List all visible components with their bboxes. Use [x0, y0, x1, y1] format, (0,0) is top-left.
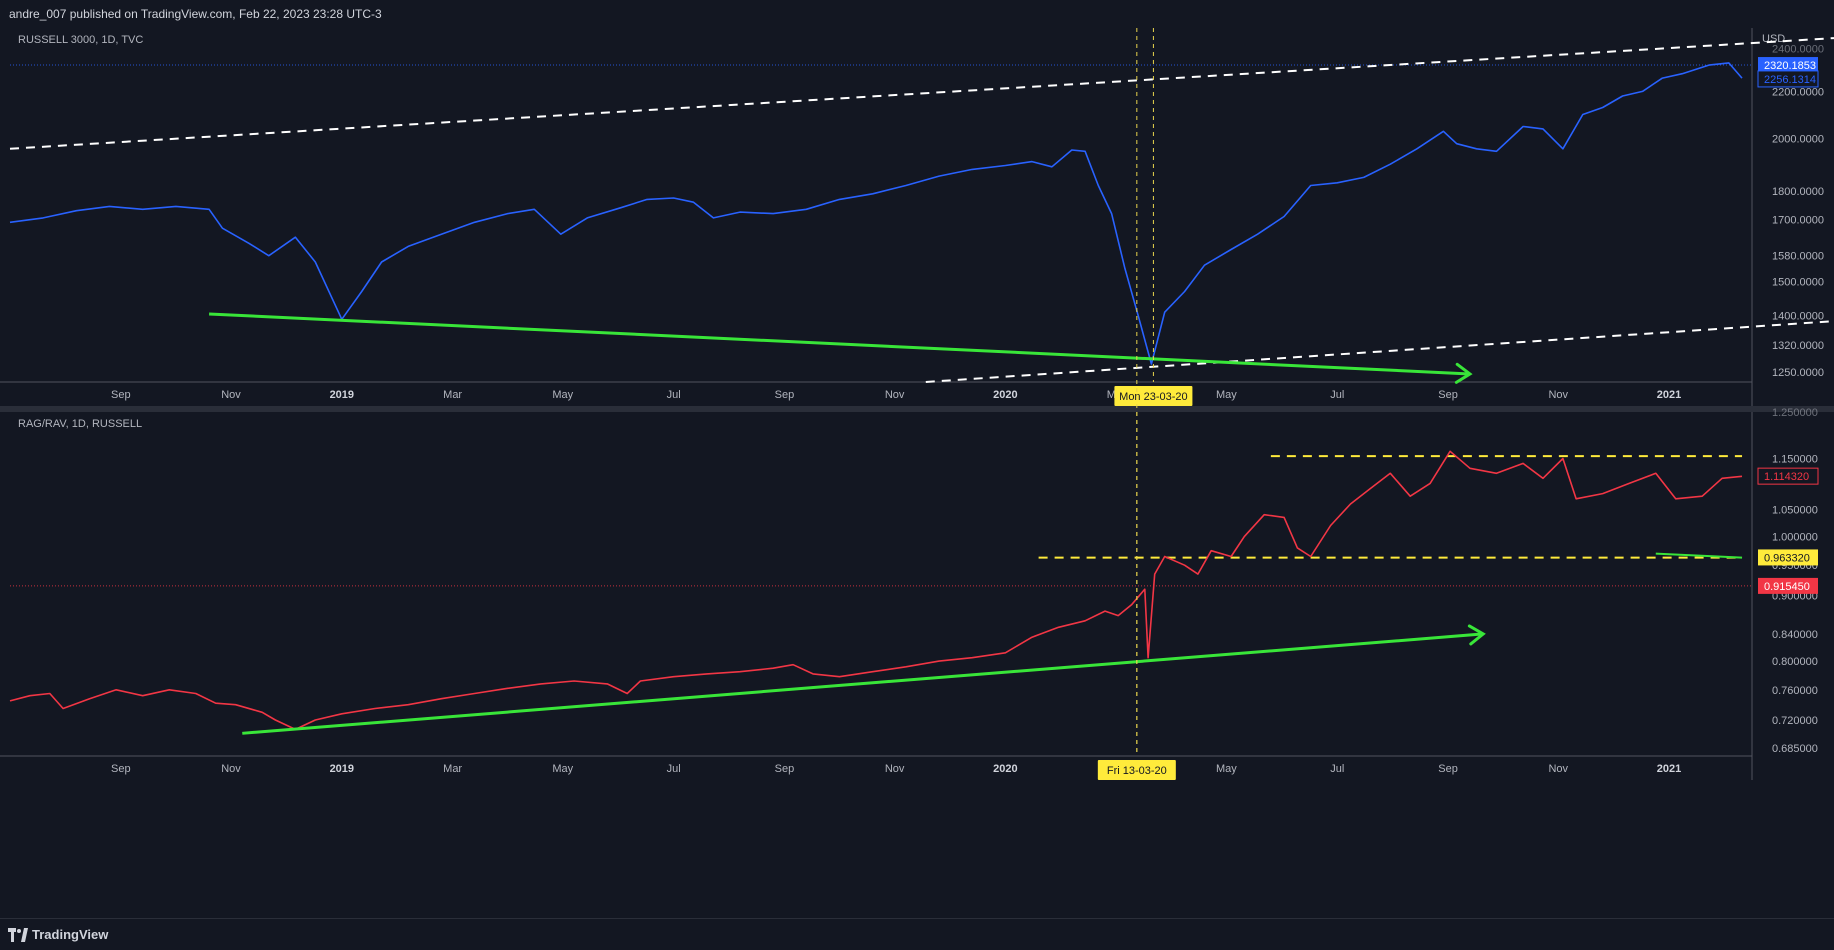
pane-1-x-tick-label: Nov — [221, 389, 241, 401]
chart-area[interactable]: RUSSELL 3000, 1D, TVC USD2200.00002000.00… — [0, 28, 1834, 918]
pane-2-x-tick-label: May — [552, 763, 573, 775]
pane-1-x-tick-label: Sep — [111, 389, 131, 401]
pane-1-y-tick-label: 1320.0000 — [1772, 340, 1824, 352]
pane-1-y-tick-label: 1800.0000 — [1772, 186, 1824, 198]
pane-1-x-tick-label: 2020 — [993, 389, 1017, 401]
pane-1-y-tick-label: 1400.0000 — [1772, 311, 1824, 323]
pane-2-price-tag-label-3: 0.915450 — [1764, 581, 1810, 593]
pane-2-price-tag-1 — [1757, 467, 1819, 485]
pane-1-price-tag-2 — [1757, 70, 1819, 88]
pane-2-x-tick-label: Nov — [221, 763, 241, 775]
pane-1-x-tick-label: Sep — [775, 389, 795, 401]
pane-2-price-tag-3 — [1758, 577, 1818, 594]
publish-header: andre_007 published on TradingView.com, … — [0, 0, 1834, 29]
pane-2-y-tick-label: 1.150000 — [1772, 454, 1818, 466]
pane-2-y-tick-label: 0.685000 — [1772, 743, 1818, 755]
pane-1-price-tag-1 — [1758, 57, 1818, 74]
pane-1-x-tick-label: Jul — [667, 389, 681, 401]
pane-2-x-tick-label: Jul — [667, 763, 681, 775]
pane-2-x-tick-label: Mar — [443, 763, 462, 775]
pane-1-x-tick-label: May — [552, 389, 573, 401]
pane-1-x-tick-label: Sep — [1438, 389, 1458, 401]
footer-bar: TradingView — [0, 918, 1834, 950]
pane-1-x-tick-label: Mar — [443, 389, 462, 401]
publish-text: andre_007 published on TradingView.com, … — [9, 7, 382, 21]
pane-1-x-tick-label: 2019 — [330, 389, 354, 401]
pane-1-x-tick-label: Nov — [885, 389, 905, 401]
pane-2-short-trend-line — [1655, 552, 1743, 559]
pane-1-x-tick-label: 2021 — [1657, 389, 1681, 401]
pane-2-chart-title: RAG/RAV, 1D, RUSSELL — [18, 418, 142, 430]
pane-1-y-tick-label: 1700.0000 — [1772, 214, 1824, 226]
pane-2-price-tag-label-1: 1.114320 — [1764, 471, 1809, 483]
pane-1-x-tick-label: Nov — [1548, 389, 1568, 401]
pane-2-crosshair-date-label: Fri 13-03-20 — [1107, 765, 1167, 777]
pane-2-x-tick-label: Sep — [1438, 763, 1458, 775]
pane-2-x-tick-label: Nov — [885, 763, 905, 775]
pane-1-y-tick-label: 2000.0000 — [1772, 134, 1824, 146]
pane-2-x-tick-label: Sep — [111, 763, 131, 775]
pane-2-trend-line — [242, 632, 1484, 735]
pane-1-y-tick-label: 1250.0000 — [1772, 367, 1824, 379]
tradingview-brand[interactable]: TradingView — [32, 927, 109, 942]
pane-1-x-tick-label: May — [1216, 389, 1237, 401]
pane-2-y-tick-label: 1.050000 — [1772, 504, 1818, 516]
pane-2-x-tick-label: 2020 — [993, 763, 1017, 775]
pane-2-y-tick-label: 0.760000 — [1772, 685, 1818, 697]
pane-1-trend-line — [209, 312, 1471, 376]
pane-1-y-tick-label: 1580.0000 — [1772, 251, 1824, 263]
pane-2-price-tag-label-2: 0.963320 — [1764, 552, 1810, 564]
pane-separator — [0, 406, 1834, 412]
pane-1-series-line — [9, 62, 1743, 365]
pane-2-y-tick-label-top: 1.250000 — [1772, 407, 1818, 419]
pane-1-dashed-line-1 — [9, 37, 1834, 150]
pane-2-x-tick-label: 2021 — [1657, 763, 1681, 775]
pane-2-x-tick-label: Jul — [1330, 763, 1344, 775]
pane-1-crosshair-date-label: Mon 23-03-20 — [1119, 391, 1188, 403]
pane-1-y-tick-label: 2200.0000 — [1772, 86, 1824, 98]
pane-1-dashed-line-2 — [925, 320, 1834, 383]
pane-2-y-tick-label: 1.000000 — [1772, 532, 1818, 544]
pane-1-crosshair-date-tag — [1114, 386, 1193, 406]
pane-2-x-tick-label: 2019 — [330, 763, 354, 775]
pane-2-x-tick-label: Sep — [775, 763, 795, 775]
pane-2-series-line — [9, 450, 1743, 731]
pane-2-trend-arrow-head — [1467, 624, 1486, 646]
pane-1-plot-area — [10, 28, 1752, 382]
pane-2-x-tick-label: Nov — [1548, 763, 1568, 775]
pane-1-chart-title: RUSSELL 3000, 1D, TVC — [18, 34, 143, 46]
pane-1-price-tag-label-1: 2320.1853 — [1764, 60, 1816, 72]
pane-1-trend-arrow-head — [1454, 362, 1473, 384]
pane-1-y-tick-label: 1500.0000 — [1772, 276, 1824, 288]
pane-2-x-tick-label: May — [1216, 763, 1237, 775]
pane-2-y-tick-label: 0.840000 — [1772, 629, 1818, 641]
pane-2-y-tick-label: 0.720000 — [1772, 715, 1818, 727]
pane-1-x-tick-label: Jul — [1330, 389, 1344, 401]
pane-1-y-tick-label-top: 2400.0000 — [1772, 43, 1824, 55]
pane-2-y-tick-label: 0.800000 — [1772, 656, 1818, 668]
pane-2-plot-area — [10, 412, 1752, 756]
pane-2-price-tag-2 — [1758, 549, 1818, 566]
pane-2-crosshair-date-tag — [1097, 760, 1176, 780]
tradingview-logo-icon[interactable] — [8, 928, 28, 942]
pane-1-price-tag-label-2: 2256.1314 — [1764, 74, 1816, 86]
